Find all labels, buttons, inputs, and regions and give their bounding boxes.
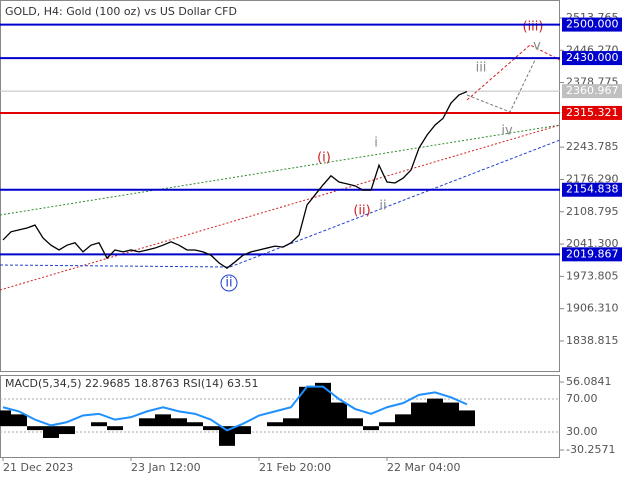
trend-line: [0, 139, 561, 268]
wave-labels: (iii) v iii iv (i) (ii) ii i ii: [220, 20, 544, 292]
chart-title: GOLD, H4: Gold (100 oz) vs US Dollar CFD: [5, 5, 237, 18]
macd-bar: [379, 422, 395, 427]
macd-bar: [395, 414, 411, 427]
wave-label: v: [533, 39, 541, 54]
level-label: 2019.867: [566, 247, 619, 260]
indicator-title: MACD(5,34,5) 22.9685 18.8763 RSI(14) 63.…: [5, 377, 258, 390]
macd-bar: [107, 426, 123, 431]
wave-label: iii: [476, 61, 487, 76]
level-box: [562, 182, 622, 197]
y-tick-label: 56.0841: [566, 375, 612, 388]
y-tick-label: 2176.290: [566, 172, 619, 185]
wave-label: iv: [501, 124, 513, 139]
macd-bar: [203, 426, 219, 431]
forecast-path: [466, 44, 561, 101]
macd-bar: [299, 386, 315, 427]
wave-circle: [220, 274, 238, 292]
y2-tick-label: 30.00: [566, 425, 598, 438]
x-tick-label: 21 Feb 20:00: [259, 461, 331, 474]
trend-line: [0, 124, 561, 216]
y-tick-label: 2108.795: [566, 205, 619, 218]
macd-bar: [347, 418, 363, 427]
price-line: [2, 90, 468, 269]
level-box: [562, 84, 622, 99]
macd-bar: [59, 426, 75, 435]
main-frame: [0, 0, 560, 372]
macd-bar: [171, 418, 187, 427]
macd-bar: [363, 426, 379, 431]
wave-label: ii: [379, 199, 386, 214]
macd-bar: [91, 422, 107, 427]
y-tick-label: -30.2571: [566, 443, 615, 456]
level-label: 2360.967: [566, 84, 619, 97]
wave-label: ii: [225, 276, 232, 291]
macd-bar: [411, 402, 427, 427]
level-label: 2500.000: [566, 18, 619, 31]
level-box: [562, 51, 622, 66]
y-tick-label: 1973.805: [566, 269, 619, 282]
level-box: [562, 17, 622, 32]
macd-bar: [459, 410, 475, 427]
level-label: 2315.321: [566, 106, 619, 119]
y-tick-label: 2243.785: [566, 140, 619, 153]
macd-bar: [155, 414, 171, 427]
trend-lines: [0, 44, 561, 291]
wave-label: (i): [317, 151, 331, 166]
macd-bar: [187, 422, 203, 427]
macd-bar: [427, 398, 443, 427]
x-tick-label: 23 Jan 12:00: [131, 461, 201, 474]
y-tick-label: 1838.815: [566, 334, 619, 347]
y2-tick-label: 70.00: [566, 392, 598, 405]
y-tick-label: 1906.310: [566, 302, 619, 315]
macd-bar: [0, 410, 11, 427]
macd-bar: [283, 418, 299, 427]
macd-bar: [219, 426, 235, 446]
level-box: [562, 105, 622, 120]
macd-bar: [27, 426, 43, 431]
level-box: [562, 247, 622, 262]
rsi-line: [2, 385, 468, 432]
y-tick-label: 2041.300: [566, 237, 619, 250]
trend-line: [0, 124, 561, 291]
macd-bar: [43, 426, 59, 438]
x-tick-label: 22 Mar 04:00: [387, 461, 460, 474]
wave-label: i: [374, 136, 378, 151]
level-label: 2154.838: [566, 183, 619, 196]
level-label: 2430.000: [566, 51, 619, 64]
x-tick-label: 21 Dec 2023: [3, 461, 73, 474]
macd-bar: [443, 402, 459, 427]
macd-bar: [139, 418, 155, 427]
macd-bar: [331, 402, 347, 427]
macd-bar: [11, 414, 27, 427]
wave-label: (iii): [523, 20, 544, 35]
macd-bar: [267, 422, 283, 427]
macd-bar: [315, 382, 331, 427]
wave-label: (ii): [353, 204, 370, 219]
macd-bar: [235, 426, 251, 435]
